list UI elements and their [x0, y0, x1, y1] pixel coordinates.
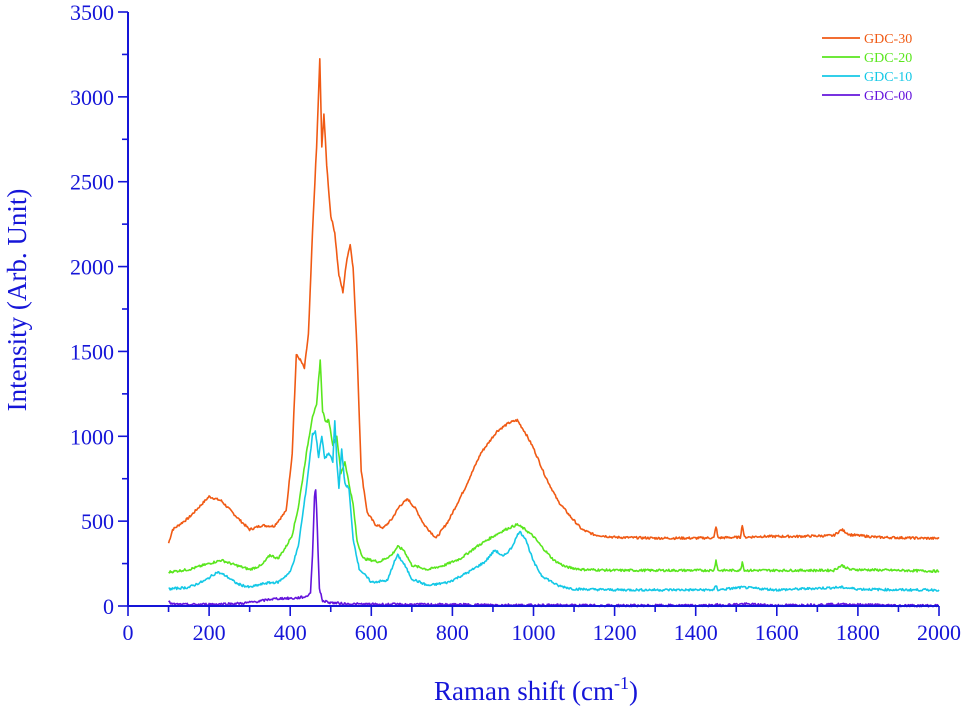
y-tick-label: 0: [103, 594, 114, 619]
legend-label-gdc-00: GDC-00: [864, 89, 912, 104]
y-tick-label: 3500: [70, 0, 114, 25]
y-tick-label: 2500: [70, 170, 114, 195]
x-tick-label: 1400: [674, 620, 718, 645]
x-tick-label: 1600: [755, 620, 799, 645]
x-axis-title-close: ): [629, 676, 638, 706]
x-tick-label: 1200: [593, 620, 637, 645]
x-tick-label: 400: [274, 620, 307, 645]
x-ticks: 0 200 400 600 800 1000 1200 1400 1600 1800 2000: [123, 606, 961, 645]
y-tick-label: 2000: [70, 255, 114, 280]
y-ticks: 0 500 1000 1500 2000 2500 3000 3500: [70, 0, 128, 619]
x-axis-title-superscript: -1: [614, 673, 629, 693]
x-tick-label: 600: [355, 620, 388, 645]
y-tick-label: 1500: [70, 339, 114, 364]
y-axis-title: Intensity (Arb. Unit): [2, 189, 32, 412]
x-tick-label: 200: [193, 620, 226, 645]
y-tick-label: 500: [81, 509, 114, 534]
series-line-gdc-20: [168, 359, 940, 574]
x-axis-title: Raman shift (cm-1): [434, 673, 638, 706]
x-tick-label: 1800: [836, 620, 880, 645]
legend: GDC-30 GDC-20 GDC-10 GDC-00: [822, 32, 912, 104]
x-tick-label: 2000: [917, 620, 961, 645]
x-tick-label: 0: [123, 620, 134, 645]
x-tick-label: 800: [436, 620, 469, 645]
series-layer: [167, 58, 940, 608]
legend-label-gdc-20: GDC-20: [864, 51, 912, 66]
legend-label-gdc-30: GDC-30: [864, 32, 912, 47]
y-tick-label: 1000: [70, 424, 114, 449]
x-tick-label: 1000: [512, 620, 556, 645]
series-line-gdc-30: [167, 58, 940, 544]
x-axis-title-main: Raman shift (cm: [434, 676, 614, 706]
y-tick-label: 3000: [70, 85, 114, 110]
legend-label-gdc-10: GDC-10: [864, 70, 912, 85]
series-line-gdc-10: [168, 420, 940, 592]
